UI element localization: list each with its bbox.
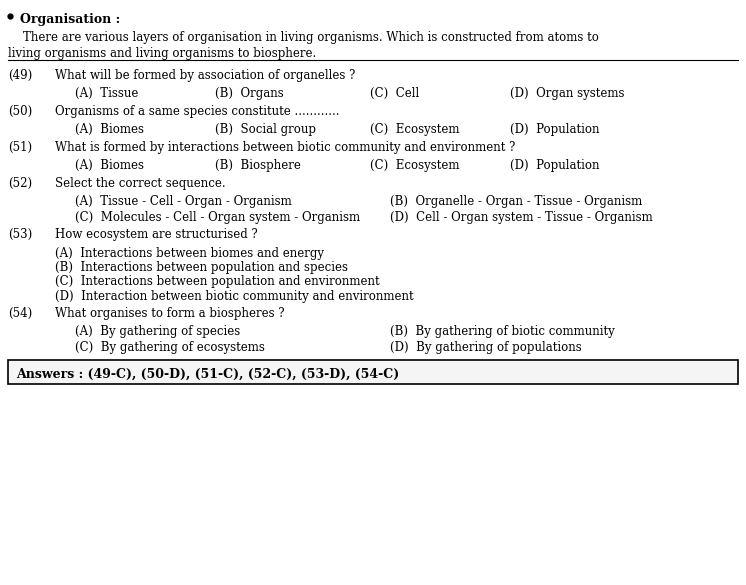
Text: Select the correct sequence.: Select the correct sequence. <box>55 177 225 190</box>
Text: (51): (51) <box>8 140 32 153</box>
Text: (B)  Organelle - Organ - Tissue - Organism: (B) Organelle - Organ - Tissue - Organis… <box>390 195 642 208</box>
Text: (A)  Biomes: (A) Biomes <box>75 159 144 172</box>
Text: (D)  Organ systems: (D) Organ systems <box>510 87 624 100</box>
Text: Organisation :: Organisation : <box>20 13 120 26</box>
Text: (C)  Ecosystem: (C) Ecosystem <box>370 159 460 172</box>
Text: (A)  Tissue - Cell - Organ - Organism: (A) Tissue - Cell - Organ - Organism <box>75 195 292 208</box>
Text: Answers : (49-C), (50-D), (51-C), (52-C), (53-D), (54-C): Answers : (49-C), (50-D), (51-C), (52-C)… <box>16 367 399 380</box>
Text: (54): (54) <box>8 307 32 319</box>
Text: (D)  Population: (D) Population <box>510 123 600 136</box>
Text: (C)  Interactions between population and environment: (C) Interactions between population and … <box>55 276 380 288</box>
Bar <box>8 360 738 384</box>
Text: (C)  Ecosystem: (C) Ecosystem <box>370 123 460 136</box>
Text: (52): (52) <box>8 177 32 190</box>
Text: Organisms of a same species constitute ............: Organisms of a same species constitute .… <box>55 105 339 118</box>
Text: There are various layers of organisation in living organisms. Which is construct: There are various layers of organisation… <box>8 32 599 44</box>
Text: (49): (49) <box>8 68 32 81</box>
Text: (C)  By gathering of ecosystems: (C) By gathering of ecosystems <box>75 340 265 353</box>
Text: (A)  Biomes: (A) Biomes <box>75 123 144 136</box>
Text: What will be formed by association of organelles ?: What will be formed by association of or… <box>55 68 355 81</box>
Text: What organises to form a biospheres ?: What organises to form a biospheres ? <box>55 307 285 319</box>
Text: (B)  By gathering of biotic community: (B) By gathering of biotic community <box>390 325 615 338</box>
Text: (D)  Cell - Organ system - Tissue - Organism: (D) Cell - Organ system - Tissue - Organ… <box>390 211 653 223</box>
Text: (A)  Tissue: (A) Tissue <box>75 87 138 100</box>
Text: (53): (53) <box>8 228 32 241</box>
Text: (D)  By gathering of populations: (D) By gathering of populations <box>390 340 582 353</box>
Text: (50): (50) <box>8 105 32 118</box>
Text: (A)  Interactions between biomes and energy: (A) Interactions between biomes and ener… <box>55 246 324 260</box>
Text: (C)  Molecules - Cell - Organ system - Organism: (C) Molecules - Cell - Organ system - Or… <box>75 211 360 223</box>
Text: (A)  By gathering of species: (A) By gathering of species <box>75 325 240 338</box>
Text: (B)  Social group: (B) Social group <box>215 123 316 136</box>
Text: How ecosystem are structurised ?: How ecosystem are structurised ? <box>55 228 258 241</box>
Text: (B)  Organs: (B) Organs <box>215 87 283 100</box>
Text: (B)  Interactions between population and species: (B) Interactions between population and … <box>55 261 348 274</box>
Text: (C)  Cell: (C) Cell <box>370 87 419 100</box>
Text: (B)  Biosphere: (B) Biosphere <box>215 159 301 172</box>
Text: living organisms and living organisms to biosphere.: living organisms and living organisms to… <box>8 47 316 60</box>
Text: (D)  Population: (D) Population <box>510 159 600 172</box>
Text: What is formed by interactions between biotic community and environment ?: What is formed by interactions between b… <box>55 140 515 153</box>
Text: (D)  Interaction between biotic community and environment: (D) Interaction between biotic community… <box>55 290 413 303</box>
